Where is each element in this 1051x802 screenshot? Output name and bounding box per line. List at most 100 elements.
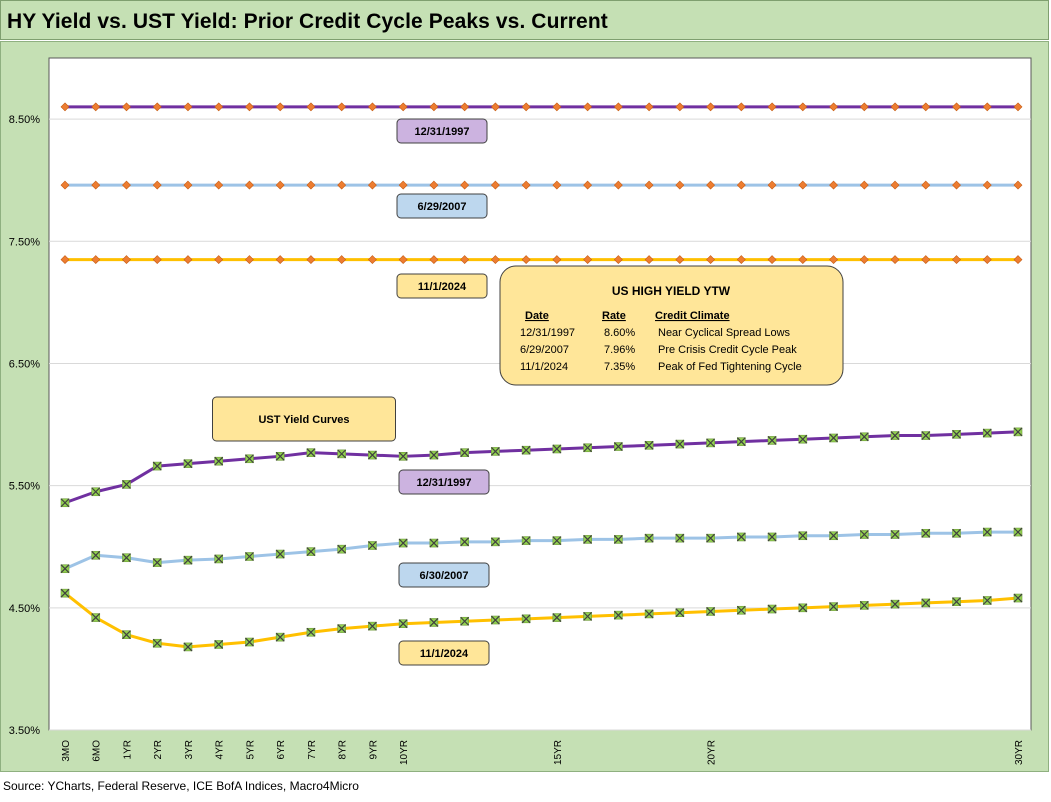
hy-point (859, 255, 869, 265)
hy-point (306, 255, 316, 265)
ust-point (552, 613, 562, 623)
label-box-bg (398, 562, 490, 588)
ust-point (736, 605, 746, 615)
x-tick-label: 7YR (307, 740, 318, 759)
ust-point (460, 537, 470, 547)
marker-cross (798, 531, 808, 541)
marker-cross (1013, 593, 1023, 603)
hy-point (60, 255, 70, 265)
hy-point (675, 102, 685, 112)
marker-cross (490, 537, 500, 547)
ust-point (583, 443, 593, 453)
marker-cross (122, 553, 131, 563)
hy-point (552, 180, 562, 190)
ust-point (521, 614, 531, 624)
hy-point (829, 102, 838, 112)
info-box-header: Credit Climate (655, 310, 730, 322)
hy-point (675, 180, 685, 190)
marker-cross (152, 461, 162, 471)
hy-point (613, 102, 623, 112)
ust-point (767, 604, 777, 614)
ust-point (306, 627, 316, 637)
y-tick-label: 7.50% (9, 236, 40, 248)
ust-point (798, 434, 808, 444)
marker-cross (613, 442, 623, 451)
marker-cross (521, 536, 531, 546)
marker-cross (275, 632, 285, 642)
ust-point (921, 598, 931, 608)
title-bar: HY Yield vs. UST Yield: Prior Credit Cyc… (0, 0, 1049, 40)
hy-point (552, 102, 562, 112)
marker-cross (367, 450, 377, 460)
y-tick-label: 6.50% (9, 358, 40, 370)
marker-cross (982, 428, 992, 438)
ust-point (736, 437, 746, 447)
hy-point (613, 255, 623, 265)
marker-cross (367, 541, 377, 550)
x-tick-label: 2YR (153, 740, 164, 759)
x-tick-label: 4YR (215, 740, 226, 759)
marker-cross (460, 537, 470, 547)
ust-point (490, 615, 500, 625)
marker-cross (767, 436, 777, 445)
hy-point (275, 180, 285, 190)
marker-cross (398, 538, 408, 548)
label-box-bg (396, 118, 488, 144)
ust-point (429, 618, 439, 627)
ust-point (675, 608, 685, 618)
marker-cross (859, 600, 869, 610)
hy-point (337, 180, 347, 190)
hy-point (275, 102, 285, 112)
hy-point (245, 180, 254, 190)
hy-point (460, 180, 470, 190)
ust-point (214, 640, 224, 649)
x-tick-label: 9YR (368, 740, 379, 759)
hy-point (767, 255, 777, 265)
info-box-cell: 11/1/2024 (520, 361, 568, 373)
hy-point (152, 180, 162, 190)
hy-point (152, 102, 162, 112)
marker-cross (122, 630, 131, 640)
ust-point (890, 599, 900, 609)
ust-point (890, 530, 900, 539)
ust-point (1013, 427, 1023, 437)
ust-point (982, 527, 992, 537)
label-box-bg (398, 640, 490, 666)
x-tick-label: 20YR (707, 740, 718, 765)
ust-point (921, 528, 931, 538)
label-box-text: 11/1/2024 (420, 648, 469, 660)
hy-point (644, 180, 654, 190)
marker-cross (214, 456, 224, 466)
marker-cross (890, 530, 900, 539)
marker-cross (829, 602, 838, 612)
ust-point (60, 564, 70, 574)
marker-cross (675, 439, 685, 449)
hy-point (245, 102, 254, 112)
ust-point (1013, 593, 1023, 603)
hy-point (1013, 255, 1023, 265)
label-box-bg (396, 273, 488, 299)
info-box-cell: 8.60% (604, 327, 635, 339)
marker-cross (675, 533, 685, 543)
marker-cross (552, 536, 562, 546)
marker-cross (275, 549, 285, 559)
ust-point (829, 531, 838, 541)
marker-cross (982, 596, 992, 605)
marker-cross (583, 443, 593, 453)
ust-point (367, 450, 377, 460)
hy-point (490, 102, 500, 112)
marker-cross (429, 618, 439, 627)
marker-cross (1013, 427, 1023, 437)
ust-point (398, 619, 408, 629)
label-box-bg (396, 193, 488, 219)
ust-point (1013, 527, 1023, 537)
marker-cross (183, 459, 193, 469)
source-note: Source: YCharts, Federal Reserve, ICE Bo… (3, 779, 359, 793)
marker-cross (1013, 527, 1023, 537)
info-box-header: Rate (602, 310, 626, 322)
hy-point (214, 255, 224, 265)
ust-label-box: 11/1/2024 (398, 640, 490, 666)
hy-point (337, 255, 347, 265)
marker-cross (214, 554, 224, 564)
ust-point (60, 498, 70, 508)
